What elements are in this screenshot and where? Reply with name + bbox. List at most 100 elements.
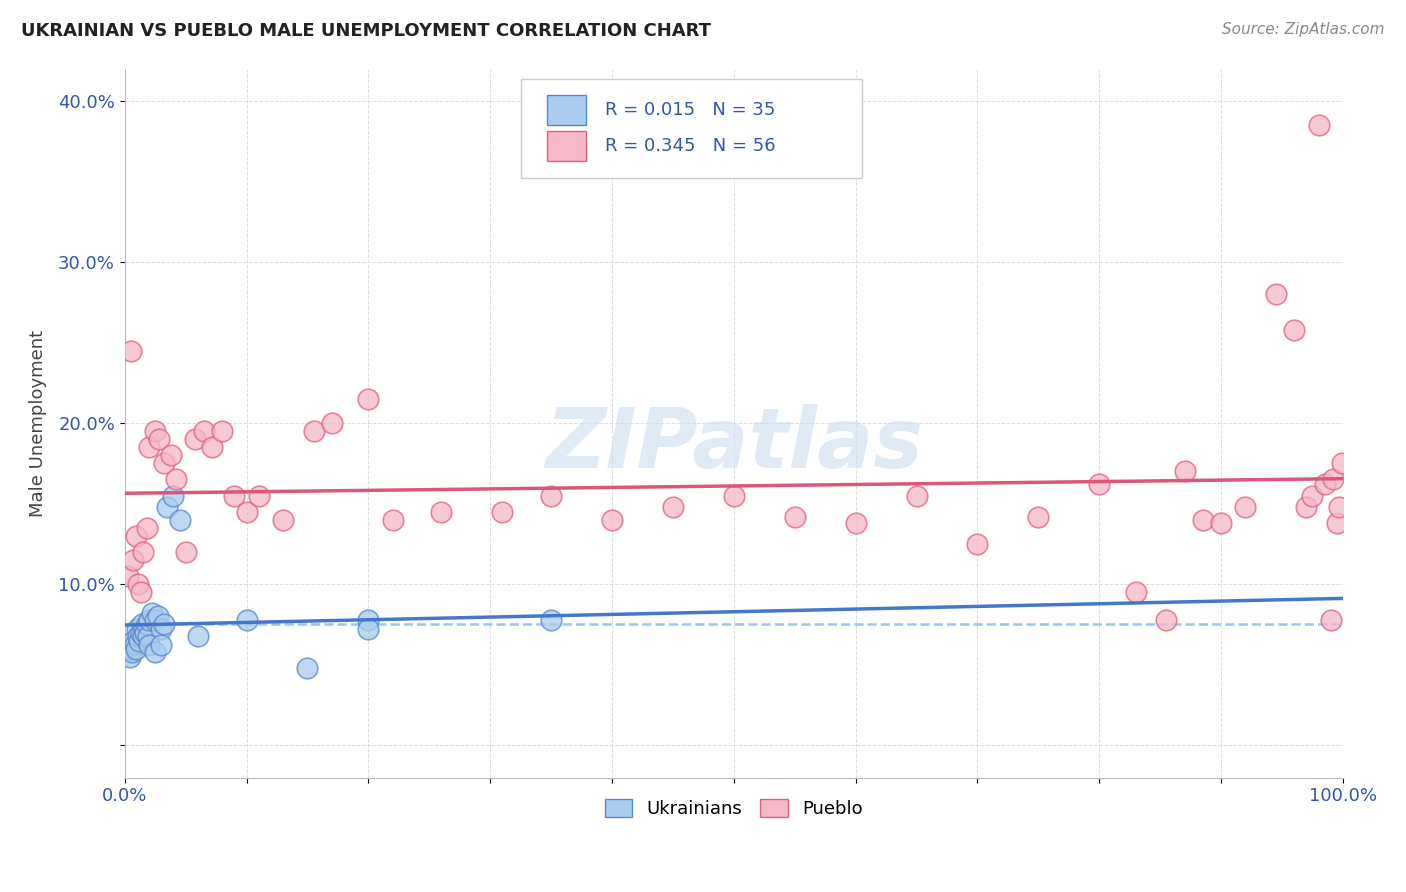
Bar: [547, 131, 586, 161]
Point: [1301, 489, 1323, 503]
Point: [783, 509, 806, 524]
Point: [184, 432, 207, 446]
Point: [122, 633, 145, 648]
Point: [127, 577, 149, 591]
Point: [1282, 322, 1305, 336]
Point: [152, 617, 174, 632]
Point: [125, 623, 148, 637]
Point: [138, 639, 160, 653]
Text: R = 0.015   N = 35: R = 0.015 N = 35: [605, 102, 775, 120]
Point: [1319, 613, 1341, 627]
Point: [1329, 500, 1351, 514]
Point: [1330, 456, 1353, 470]
Point: [905, 489, 928, 503]
Point: [160, 448, 183, 462]
Point: [143, 645, 166, 659]
Point: [845, 516, 868, 530]
Text: Source: ZipAtlas.com: Source: ZipAtlas.com: [1222, 22, 1385, 37]
Point: [357, 392, 380, 406]
Point: [1156, 613, 1178, 627]
Point: [162, 489, 184, 503]
Point: [491, 505, 513, 519]
Point: [723, 489, 745, 503]
Point: [1322, 472, 1344, 486]
Point: [187, 629, 209, 643]
Point: [156, 500, 179, 514]
Point: [600, 513, 623, 527]
FancyBboxPatch shape: [520, 79, 862, 178]
Y-axis label: Male Unemployment: Male Unemployment: [30, 329, 46, 516]
Point: [1028, 509, 1050, 524]
Point: [235, 613, 257, 627]
Point: [152, 456, 174, 470]
Point: [1313, 477, 1336, 491]
Point: [165, 472, 187, 486]
Point: [357, 623, 380, 637]
Point: [381, 513, 404, 527]
Point: [1174, 464, 1197, 478]
Point: [131, 617, 153, 632]
Point: [135, 521, 157, 535]
Point: [150, 639, 173, 653]
Point: [143, 424, 166, 438]
Text: ZIPatlas: ZIPatlas: [546, 404, 922, 485]
Point: [1192, 513, 1215, 527]
Point: [1234, 500, 1257, 514]
Point: [132, 629, 155, 643]
Point: [174, 545, 197, 559]
Point: [148, 432, 170, 446]
Point: [150, 623, 173, 637]
Point: [1211, 516, 1233, 530]
Text: R = 0.345   N = 56: R = 0.345 N = 56: [605, 136, 775, 155]
Point: [271, 513, 294, 527]
Point: [136, 629, 159, 643]
Point: [118, 649, 141, 664]
Point: [117, 639, 139, 653]
Point: [134, 625, 156, 640]
Point: [125, 641, 148, 656]
Point: [321, 416, 343, 430]
Point: [540, 489, 562, 503]
Point: [1125, 585, 1147, 599]
Point: [127, 629, 149, 643]
Point: [117, 569, 139, 583]
Bar: [547, 95, 586, 125]
Point: [120, 641, 142, 656]
Point: [297, 661, 319, 675]
Point: [430, 505, 453, 519]
Point: [124, 637, 146, 651]
Point: [120, 343, 142, 358]
Point: [129, 625, 152, 640]
Point: [540, 613, 562, 627]
Point: [247, 489, 270, 503]
Point: [121, 645, 143, 659]
Point: [966, 537, 988, 551]
Point: [122, 553, 145, 567]
Point: [143, 613, 166, 627]
Legend: Ukrainians, Pueblo: Ukrainians, Pueblo: [598, 791, 870, 825]
Point: [169, 513, 191, 527]
Point: [138, 613, 160, 627]
Point: [132, 545, 155, 559]
Point: [302, 424, 325, 438]
Point: [1295, 500, 1317, 514]
Point: [138, 440, 160, 454]
Point: [1308, 118, 1330, 132]
Point: [134, 623, 156, 637]
Point: [1088, 477, 1111, 491]
Point: [146, 609, 169, 624]
Point: [224, 489, 246, 503]
Point: [125, 529, 148, 543]
Point: [1326, 516, 1348, 530]
Point: [128, 633, 150, 648]
Point: [129, 585, 152, 599]
Point: [201, 440, 224, 454]
Point: [235, 505, 257, 519]
Text: UKRAINIAN VS PUEBLO MALE UNEMPLOYMENT CORRELATION CHART: UKRAINIAN VS PUEBLO MALE UNEMPLOYMENT CO…: [21, 22, 711, 40]
Point: [357, 613, 380, 627]
Point: [1264, 287, 1286, 301]
Point: [141, 606, 163, 620]
Point: [193, 424, 215, 438]
Point: [662, 500, 685, 514]
Point: [211, 424, 233, 438]
